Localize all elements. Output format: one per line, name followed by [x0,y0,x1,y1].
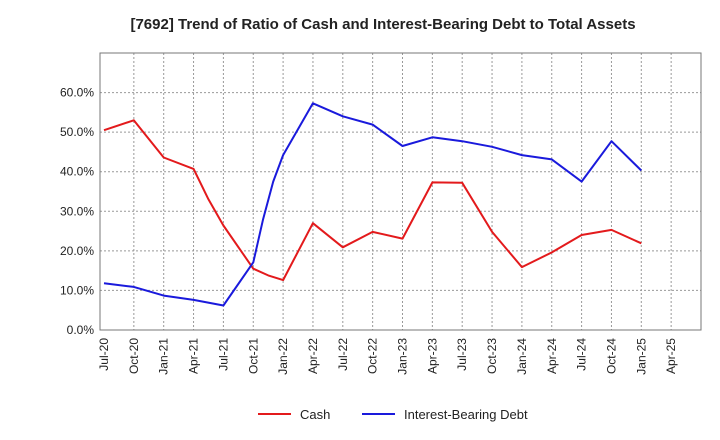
x-tick-label: Apr-23 [425,338,439,374]
x-tick-label: Jul-23 [455,338,469,371]
grid [100,52,701,330]
x-tick-label: Oct-23 [485,338,499,374]
legend: Cash Interest-Bearing Debt [258,407,528,422]
x-tick-label: Apr-24 [545,338,559,374]
y-axis: 0.0% 10.0% 20.0% 30.0% 40.0% 50.0% 60.0% [60,86,94,337]
x-tick-label: Jul-24 [575,338,589,371]
x-tick-label: Jan-25 [634,338,648,375]
x-axis: Jul-20 Oct-20 Jan-21 Apr-21 Jul-21 Oct-21 Jan-… [97,338,678,375]
y-tick-label: 50.0% [60,125,94,139]
y-tick-label: 40.0% [60,165,94,179]
x-tick-label: Jan-23 [396,338,410,375]
x-tick-label: Oct-24 [604,338,618,374]
chart-title: [7692] Trend of Ratio of Cash and Intere… [130,16,635,33]
y-tick-label: 30.0% [60,204,94,218]
y-tick-label: 10.0% [60,283,94,297]
x-tick-label: Jan-22 [276,338,290,375]
series-line-cash [103,119,642,282]
x-tick-label: Oct-21 [246,338,260,374]
legend-label: Cash [300,407,330,422]
x-tick-label: Oct-22 [366,338,380,374]
x-tick-label: Apr-22 [306,338,320,374]
x-tick-label: Apr-25 [664,338,678,374]
x-tick-label: Apr-21 [187,338,201,374]
x-tick-label: Jan-24 [515,338,529,375]
x-tick-label: Jan-21 [157,338,171,375]
series-lines [103,102,643,307]
legend-label: Interest-Bearing Debt [404,407,528,422]
y-tick-label: 20.0% [60,244,94,258]
x-tick-label: Jul-21 [216,338,230,371]
x-tick-label: Jul-22 [336,338,350,371]
x-tick-label: Oct-20 [127,338,141,374]
series-line-interest-bearing-debt [103,102,643,307]
plot-frame [99,52,702,331]
y-tick-label: 60.0% [60,86,94,100]
x-tick-label: Jul-20 [97,338,111,371]
y-tick-label: 0.0% [67,323,95,337]
